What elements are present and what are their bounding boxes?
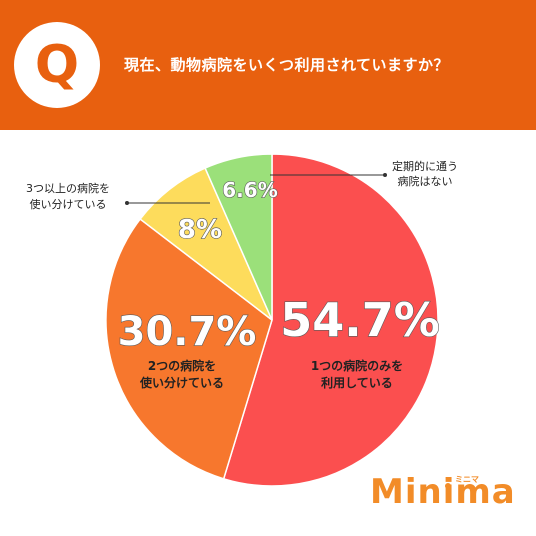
question-text: 現在、動物病院をいくつ利用されていますか？ xyxy=(124,56,450,74)
minima-logo-kana: ミニマ xyxy=(455,475,479,484)
pie-slice-1 xyxy=(105,218,273,480)
slice-category-label-1-line-1: 使い分けている xyxy=(139,375,224,390)
callout-label-2-line-0: 3つ以上の病院を xyxy=(26,181,110,195)
slice-value-label-0: 54.7% xyxy=(280,293,440,347)
callout-label-3-line-1: 病院はない xyxy=(398,174,453,188)
q-badge: Q xyxy=(14,22,100,108)
slice-value-label-2: 8% xyxy=(178,215,222,245)
callout-dot-2 xyxy=(125,201,129,205)
callout-dot-3 xyxy=(383,173,387,177)
slice-value-label-1: 30.7% xyxy=(118,309,257,355)
minima-logo: Minima xyxy=(370,472,516,512)
question-header: Q 現在、動物病院をいくつ利用されていますか？ xyxy=(0,0,536,130)
slice-category-label-0-line-1: 利用している xyxy=(321,375,393,390)
pie-slice-3 xyxy=(204,153,273,321)
pie-slice-0 xyxy=(222,153,439,487)
callout-label-2-line-1: 使い分けている xyxy=(30,198,107,211)
paw-icon xyxy=(445,483,451,489)
q-badge-letter: Q xyxy=(34,35,80,95)
slice-category-label-0-line-0: 1つの病院のみを xyxy=(311,358,403,373)
slice-category-label-1-line-0: 2つの病院を xyxy=(148,358,216,373)
callout-label-3-line-0: 定期的に通う xyxy=(392,159,458,173)
slice-value-label-3: 6.6% xyxy=(222,178,277,202)
